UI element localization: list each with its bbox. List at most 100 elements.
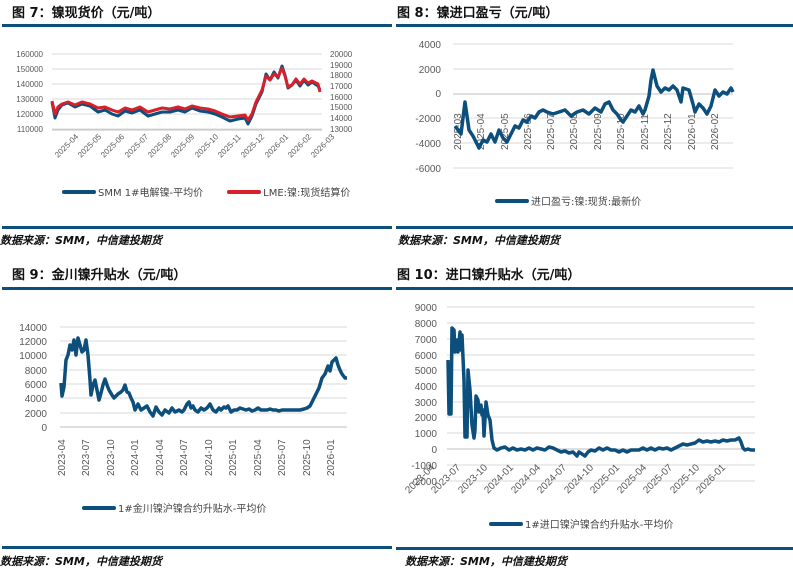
svg-text:2026-02: 2026-02 — [710, 113, 721, 150]
svg-text:2026-03: 2026-03 — [309, 132, 337, 160]
svg-text:2025-04: 2025-04 — [253, 439, 264, 476]
figure-8-title: 图 8：镍进口盈亏（元/吨） — [397, 6, 559, 21]
svg-text:-1000: -1000 — [411, 461, 437, 472]
legend-swatch — [227, 189, 262, 194]
svg-text:5000: 5000 — [415, 366, 438, 377]
svg-text:12000: 12000 — [19, 337, 47, 348]
legend-item-lme: LME:镍:现货结算价 — [227, 184, 350, 199]
svg-text:0: 0 — [431, 445, 437, 456]
gridlines — [60, 326, 347, 414]
svg-text:2026-01: 2026-01 — [326, 439, 337, 476]
series-import-profit-line — [453, 68, 735, 150]
figure-8-source: 数据来源：SMM，中信建投期货 — [398, 234, 560, 247]
x-axis-labels: 2023-04 2023-07 2023-10 2024-01 2024-04 … — [57, 439, 337, 476]
y-axis: 9000 8000 7000 6000 5000 4000 3000 2000 … — [411, 303, 437, 488]
svg-text:2025-04: 2025-04 — [53, 132, 81, 160]
svg-text:2025-07: 2025-07 — [546, 113, 557, 150]
figure-8-legend: 进口盈亏:镍:现货:最新价 — [495, 193, 665, 208]
figure-10-legend: 1#进口镍沪镍合约升贴水-平均价 — [489, 516, 697, 531]
figure-7-title: 图 7：镍现货价（元/吨） — [12, 6, 161, 21]
gridlines — [453, 43, 733, 169]
y-axis: 14000 12000 10000 8000 6000 4000 2000 0 — [19, 323, 47, 434]
figure-7-source: 数据来源：SMM，中信建投期货 — [0, 234, 162, 247]
svg-text:0: 0 — [41, 423, 47, 434]
svg-text:16000: 16000 — [330, 93, 353, 102]
figure-9-source: 数据来源：SMM，中信建投期货 — [0, 555, 162, 568]
series-jinchuan-premium-line — [59, 336, 347, 418]
svg-text:120000: 120000 — [16, 110, 43, 119]
svg-text:19000: 19000 — [330, 61, 353, 70]
svg-text:3000: 3000 — [415, 398, 438, 409]
legend-label: LME:镍:现货结算价 — [263, 188, 351, 199]
svg-text:2000: 2000 — [25, 409, 48, 420]
figure-10-source: 数据来源：SMM，中信建投期货 — [405, 555, 567, 568]
svg-text:2026-01: 2026-01 — [687, 113, 698, 150]
svg-text:150000: 150000 — [16, 65, 43, 74]
gridlines — [52, 53, 322, 130]
svg-text:14000: 14000 — [330, 114, 353, 123]
svg-text:4000: 4000 — [415, 382, 438, 393]
svg-text:2025-04: 2025-04 — [476, 113, 487, 150]
svg-text:13000: 13000 — [330, 125, 353, 134]
svg-text:2024-01: 2024-01 — [130, 439, 141, 476]
svg-text:-2000: -2000 — [415, 114, 441, 125]
figure-9-title-rule — [2, 287, 392, 290]
svg-text:2025-07: 2025-07 — [277, 439, 288, 476]
svg-text:2026-01: 2026-01 — [694, 462, 728, 496]
legend-swatch — [62, 189, 96, 194]
figure-9-source-rule — [2, 546, 392, 549]
svg-text:6000: 6000 — [415, 351, 438, 362]
legend-label: 1#金川镍沪镍合约升贴水-平均价 — [118, 504, 267, 515]
figure-9-chart: 14000 12000 10000 8000 6000 4000 2000 0 … — [19, 323, 347, 476]
svg-text:2025-12: 2025-12 — [663, 113, 674, 150]
legend-label: 1#进口镍沪镍合约升贴水-平均价 — [525, 520, 674, 531]
legend-item-smm: SMM 1#电解镍-平均价 — [62, 184, 203, 199]
legend-label: 进口盈亏:镍:现货:最新价 — [531, 197, 642, 208]
svg-text:2025-01: 2025-01 — [228, 439, 239, 476]
svg-text:-4000: -4000 — [415, 139, 441, 150]
svg-text:130000: 130000 — [16, 95, 43, 104]
figure-10-title: 图 10：进口镍升贴水（元/吨） — [397, 268, 581, 283]
svg-text:2025-10: 2025-10 — [302, 439, 313, 476]
svg-text:2000: 2000 — [415, 413, 438, 424]
figure-7-source-rule — [2, 226, 392, 229]
svg-text:2025-11: 2025-11 — [216, 132, 243, 159]
svg-text:14000: 14000 — [19, 323, 47, 334]
legend-swatch — [495, 198, 529, 203]
svg-text:10000: 10000 — [19, 351, 47, 362]
svg-text:2026-01: 2026-01 — [263, 132, 291, 160]
svg-text:4000: 4000 — [25, 394, 48, 405]
svg-text:110000: 110000 — [17, 125, 44, 134]
legend-label: SMM 1#电解镍-平均价 — [98, 188, 204, 199]
svg-text:2025-06: 2025-06 — [99, 132, 127, 160]
legend-swatch — [489, 521, 523, 526]
legend-swatch — [82, 505, 116, 510]
svg-text:2025-10: 2025-10 — [193, 132, 221, 160]
svg-text:2025-05: 2025-05 — [500, 113, 511, 150]
svg-text:0: 0 — [435, 89, 441, 100]
svg-text:-6000: -6000 — [415, 164, 441, 175]
svg-text:2025-08: 2025-08 — [146, 132, 174, 160]
right-y-axis: 20000 19000 18000 17000 16000 15000 1400… — [330, 50, 353, 134]
svg-text:2024-07: 2024-07 — [179, 439, 190, 476]
svg-text:2024-10: 2024-10 — [204, 439, 215, 476]
gridlines — [447, 306, 755, 482]
svg-text:2025-10: 2025-10 — [616, 113, 627, 150]
svg-text:18000: 18000 — [330, 71, 353, 80]
svg-text:2025-12: 2025-12 — [239, 132, 267, 160]
svg-text:2025-08: 2025-08 — [569, 113, 580, 150]
svg-text:20000: 20000 — [330, 50, 353, 59]
y-axis: 4000 2000 0 -2000 -4000 -6000 — [415, 40, 441, 175]
figure-9-legend: 1#金川镍沪镍合约升贴水-平均价 — [82, 500, 290, 515]
series-lme-line — [50, 66, 322, 122]
svg-text:2026-02: 2026-02 — [286, 132, 314, 160]
svg-text:17000: 17000 — [330, 82, 353, 91]
legend-item-import-profit: 进口盈亏:镍:现货:最新价 — [495, 193, 641, 208]
legend-item-jinchuan: 1#金川镍沪镍合约升贴水-平均价 — [82, 500, 266, 515]
svg-text:2023-10: 2023-10 — [106, 439, 117, 476]
figure-10-source-rule — [396, 547, 793, 550]
svg-text:2025-09: 2025-09 — [593, 113, 604, 150]
svg-text:8000: 8000 — [25, 366, 48, 377]
svg-text:2024-04: 2024-04 — [155, 439, 166, 476]
x-axis: 2025-04 2025-05 2025-06 2025-07 2025-08 … — [52, 129, 337, 160]
